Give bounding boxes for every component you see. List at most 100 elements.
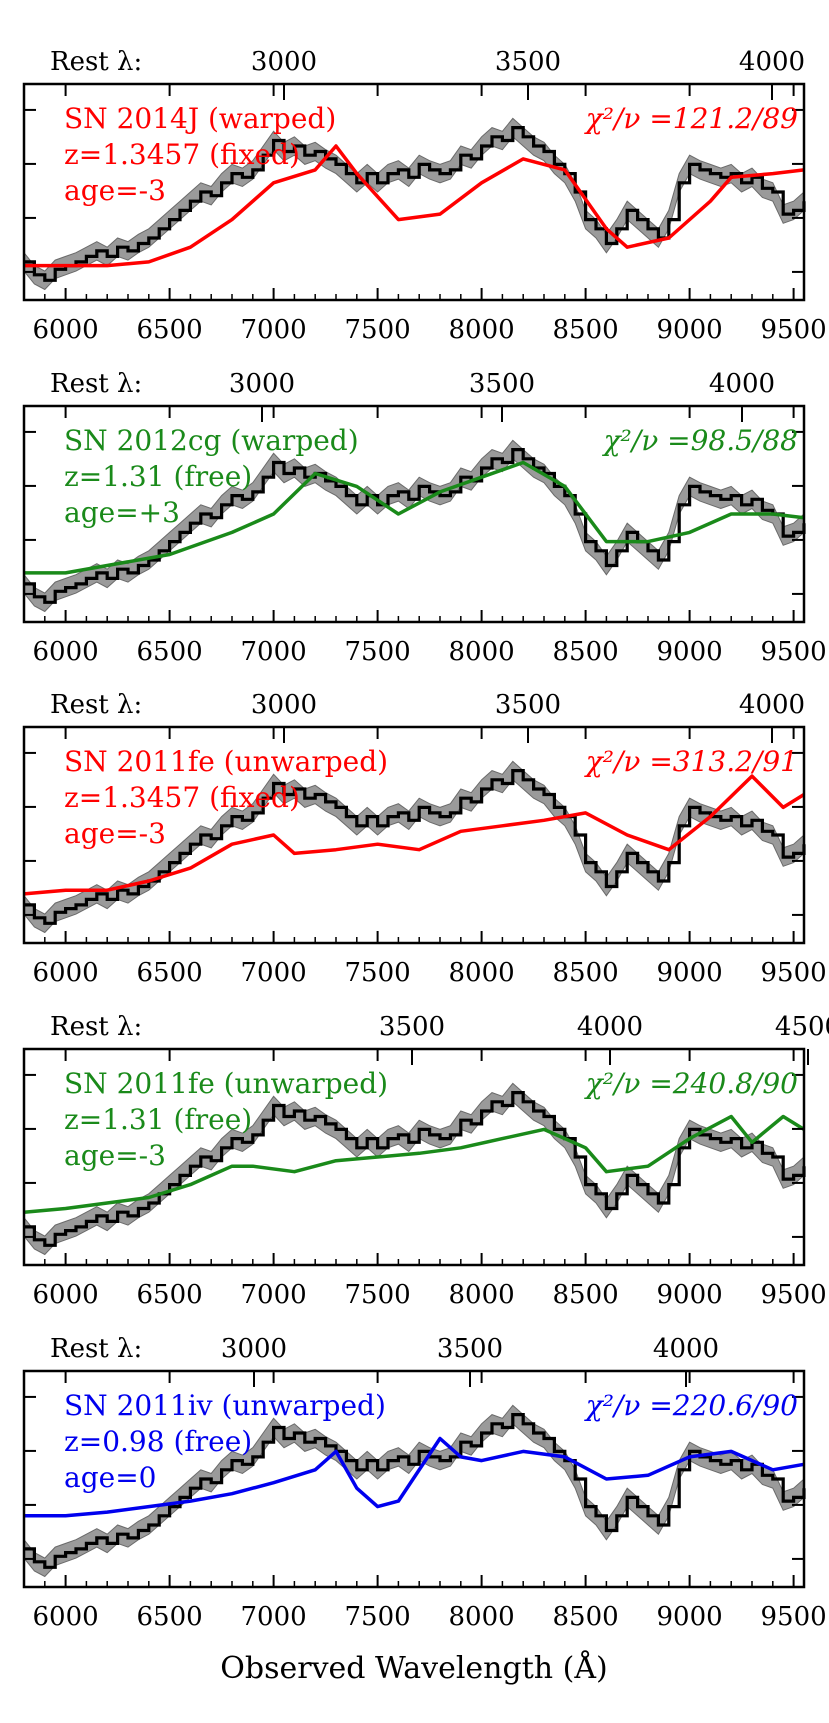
x-tick-label: 6000 <box>33 315 99 345</box>
panel-label-line: SN 2011iv (unwarped) <box>64 1389 386 1422</box>
x-tick-label: 7000 <box>241 958 307 988</box>
panel-label-line: SN 2012cg (warped) <box>64 424 359 457</box>
rest-tick-label: 3500 <box>437 1334 503 1364</box>
chi2-label: χ²/ν =98.5/88 <box>602 424 798 457</box>
x-tick-label: 9000 <box>657 1602 723 1632</box>
panel-label-line: z=1.3457 (fixed) <box>64 781 300 814</box>
x-tick-label: 6500 <box>137 315 203 345</box>
x-tick-label: 6000 <box>33 637 99 667</box>
x-tick-label: 8000 <box>449 637 515 667</box>
template-model <box>23 774 805 896</box>
x-tick-label: 9000 <box>657 637 723 667</box>
x-tick-label: 9000 <box>657 958 723 988</box>
rest-tick-label: 3500 <box>495 690 561 720</box>
x-tick-label: 9000 <box>657 315 723 345</box>
chi2-label: χ²/ν =313.2/91 <box>584 745 798 778</box>
x-tick-label: 7000 <box>241 315 307 345</box>
panel-label-line: age=-3 <box>64 174 166 207</box>
panel-label-line: age=0 <box>64 1461 156 1494</box>
observed-spectrum <box>24 448 806 604</box>
x-tick-label: 9500 <box>761 958 827 988</box>
panel-label-line: age=-3 <box>64 1139 166 1172</box>
template-model <box>23 1114 805 1214</box>
x-tick-label: 8500 <box>553 958 619 988</box>
panel-label-line: SN 2011fe (unwarped) <box>64 1067 388 1100</box>
panel-label-line: z=1.31 (free) <box>64 460 252 493</box>
x-tick-label: 8000 <box>449 958 515 988</box>
axes-frame <box>22 404 806 624</box>
rest-tick-label: 3000 <box>221 1334 287 1364</box>
x-tick-label: 7500 <box>345 1280 411 1310</box>
rest-tick-label: 4500 <box>775 1012 829 1042</box>
x-tick-label: 9500 <box>761 1280 827 1310</box>
x-tick-label: 9500 <box>761 315 827 345</box>
rest-lambda-label: Rest λ: <box>50 369 142 399</box>
x-tick-label: 7500 <box>345 958 411 988</box>
x-tick-label: 7500 <box>345 315 411 345</box>
x-tick-label: 8500 <box>553 1280 619 1310</box>
chi2-label: χ²/ν =121.2/89 <box>584 102 798 135</box>
rest-tick-label: 4000 <box>709 369 775 399</box>
chi2-label: χ²/ν =240.8/90 <box>584 1067 798 1100</box>
rest-tick-label: 4000 <box>577 1012 643 1042</box>
panel-4: 6000 6500 7000 7500 8000 8500 9000 9500 Rest λ: 3… <box>22 1012 829 1310</box>
rest-tick-label: 3000 <box>251 47 317 77</box>
rest-tick-label: 3500 <box>379 1012 445 1042</box>
x-tick-label: 9500 <box>761 1602 827 1632</box>
x-tick-label: 8500 <box>553 315 619 345</box>
x-tick-label: 8500 <box>553 637 619 667</box>
template-model <box>24 144 805 268</box>
x-tick-label: 6500 <box>137 637 203 667</box>
panel-label-line: SN 2011fe (unwarped) <box>64 745 388 778</box>
x-tick-label: 6500 <box>137 1280 203 1310</box>
rest-lambda-label: Rest λ: <box>50 690 142 720</box>
x-tick-label: 9500 <box>761 637 827 667</box>
x-tick-label: 9000 <box>657 1280 723 1310</box>
rest-tick-label: 3000 <box>229 369 295 399</box>
rest-lambda-label: Rest λ: <box>50 47 142 77</box>
x-tick-label: 6500 <box>137 1602 203 1632</box>
x-tick-label: 7000 <box>241 1602 307 1632</box>
panel-label-line: age=-3 <box>64 817 166 850</box>
rest-tick-label: 3500 <box>469 369 535 399</box>
observed-spectrum <box>24 1413 806 1569</box>
rest-tick-label: 4000 <box>739 690 805 720</box>
x-tick-label: 6000 <box>33 958 99 988</box>
panel-label-line: z=0.98 (free) <box>64 1425 252 1458</box>
x-tick-label: 7500 <box>345 637 411 667</box>
rest-tick-label: 3500 <box>495 47 561 77</box>
x-tick-label: 8000 <box>449 1602 515 1632</box>
x-axis-label: Observed Wavelength (Å) <box>220 1650 607 1686</box>
rest-tick-label: 3000 <box>251 690 317 720</box>
panel-3: 6000 6500 7000 7500 8000 8500 9000 9500 Rest λ: 3… <box>22 690 827 988</box>
template-model <box>24 460 805 575</box>
panel-label-line: z=1.31 (free) <box>64 1103 252 1136</box>
x-tick-label: 6000 <box>33 1602 99 1632</box>
x-tick-label: 7000 <box>241 1280 307 1310</box>
x-tick-label: 8000 <box>449 1280 515 1310</box>
x-tick-label: 6500 <box>137 958 203 988</box>
panel-label-line: z=1.3457 (fixed) <box>64 138 300 171</box>
chi2-label: χ²/ν =220.6/90 <box>584 1389 798 1422</box>
rest-lambda-label: Rest λ: <box>50 1334 142 1364</box>
panel-label-line: age=+3 <box>64 496 180 529</box>
rest-tick-label: 4000 <box>739 47 805 77</box>
panel-1: 6000 6500 7000 7500 8000 8500 9000 9500 Rest λ: 3… <box>22 47 827 345</box>
axes-frame <box>22 725 806 945</box>
rest-lambda-label: Rest λ: <box>50 1012 142 1042</box>
x-tick-label: 7500 <box>345 1602 411 1632</box>
panel-5: 6000 6500 7000 7500 8000 8500 9000 9500 Rest λ: 3… <box>22 1334 827 1632</box>
observed-spectrum <box>24 1091 806 1247</box>
panel-2: 6000 6500 7000 7500 8000 8500 9000 9500 Rest λ: 3… <box>22 369 827 667</box>
axes-frame <box>22 82 806 302</box>
x-tick-label: 8500 <box>553 1602 619 1632</box>
x-tick-label: 8000 <box>449 315 515 345</box>
x-tick-label: 6000 <box>33 1280 99 1310</box>
template-model <box>24 1436 805 1518</box>
axes-frame <box>22 1047 806 1267</box>
observed-spectrum <box>24 769 806 925</box>
panel-label-line: SN 2014J (warped) <box>64 102 336 135</box>
x-tick-label: 7000 <box>241 637 307 667</box>
rest-tick-label: 4000 <box>653 1334 719 1364</box>
